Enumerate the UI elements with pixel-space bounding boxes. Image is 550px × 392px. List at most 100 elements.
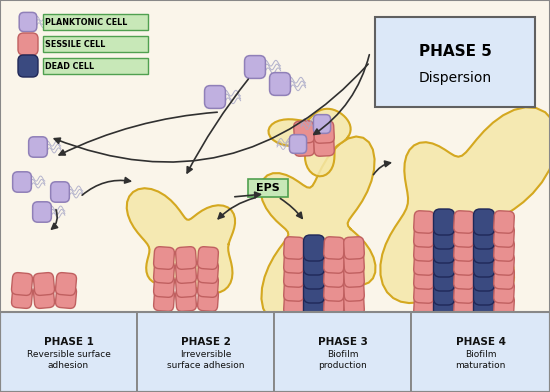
FancyBboxPatch shape xyxy=(205,85,225,109)
FancyBboxPatch shape xyxy=(197,261,218,283)
FancyBboxPatch shape xyxy=(414,281,435,303)
FancyBboxPatch shape xyxy=(284,265,304,287)
FancyBboxPatch shape xyxy=(414,225,435,247)
FancyBboxPatch shape xyxy=(494,281,514,303)
FancyBboxPatch shape xyxy=(324,265,344,287)
FancyBboxPatch shape xyxy=(29,137,47,157)
FancyBboxPatch shape xyxy=(414,253,435,275)
FancyBboxPatch shape xyxy=(0,312,137,392)
Text: PHASE 5: PHASE 5 xyxy=(419,44,492,59)
FancyBboxPatch shape xyxy=(344,237,364,259)
FancyBboxPatch shape xyxy=(197,247,218,269)
FancyBboxPatch shape xyxy=(324,279,344,301)
FancyBboxPatch shape xyxy=(433,209,454,235)
FancyBboxPatch shape xyxy=(153,275,174,297)
FancyBboxPatch shape xyxy=(433,237,454,263)
FancyBboxPatch shape xyxy=(414,267,435,289)
FancyBboxPatch shape xyxy=(284,279,304,301)
FancyBboxPatch shape xyxy=(304,263,324,289)
FancyBboxPatch shape xyxy=(494,225,514,247)
FancyBboxPatch shape xyxy=(175,275,196,297)
FancyBboxPatch shape xyxy=(153,261,174,283)
FancyBboxPatch shape xyxy=(19,13,37,32)
FancyBboxPatch shape xyxy=(274,312,411,392)
FancyBboxPatch shape xyxy=(304,249,324,275)
Text: Irreversible
surface adhesion: Irreversible surface adhesion xyxy=(167,350,244,370)
FancyBboxPatch shape xyxy=(284,251,304,273)
FancyBboxPatch shape xyxy=(18,55,38,77)
FancyBboxPatch shape xyxy=(175,261,196,283)
FancyBboxPatch shape xyxy=(294,121,314,143)
Polygon shape xyxy=(261,136,376,321)
FancyBboxPatch shape xyxy=(454,295,474,317)
FancyBboxPatch shape xyxy=(433,293,454,319)
Text: PHASE 4: PHASE 4 xyxy=(455,337,505,347)
FancyBboxPatch shape xyxy=(411,312,550,392)
FancyBboxPatch shape xyxy=(137,312,274,392)
FancyBboxPatch shape xyxy=(433,223,454,249)
Text: EPS: EPS xyxy=(256,183,280,193)
FancyBboxPatch shape xyxy=(474,251,494,277)
Text: Dispersion: Dispersion xyxy=(419,71,492,85)
FancyBboxPatch shape xyxy=(375,17,535,107)
FancyBboxPatch shape xyxy=(197,289,218,311)
FancyBboxPatch shape xyxy=(314,134,334,156)
FancyBboxPatch shape xyxy=(43,14,148,30)
Polygon shape xyxy=(268,109,350,176)
FancyBboxPatch shape xyxy=(324,293,344,315)
FancyBboxPatch shape xyxy=(34,272,54,296)
FancyBboxPatch shape xyxy=(304,291,324,317)
FancyBboxPatch shape xyxy=(454,253,474,275)
FancyBboxPatch shape xyxy=(294,134,314,156)
FancyBboxPatch shape xyxy=(13,172,31,192)
Text: Reversible surface
adhesion: Reversible surface adhesion xyxy=(26,350,111,370)
Text: SESSILE CELL: SESSILE CELL xyxy=(45,40,106,49)
FancyBboxPatch shape xyxy=(474,293,494,319)
FancyBboxPatch shape xyxy=(18,33,38,55)
FancyBboxPatch shape xyxy=(324,251,344,273)
FancyBboxPatch shape xyxy=(56,286,76,309)
FancyBboxPatch shape xyxy=(289,134,306,153)
FancyBboxPatch shape xyxy=(43,36,148,52)
FancyBboxPatch shape xyxy=(344,293,364,315)
FancyBboxPatch shape xyxy=(270,73,290,95)
FancyBboxPatch shape xyxy=(474,265,494,291)
Polygon shape xyxy=(126,188,235,293)
FancyBboxPatch shape xyxy=(414,211,435,233)
FancyBboxPatch shape xyxy=(245,56,266,78)
Text: DEAD CELL: DEAD CELL xyxy=(45,62,94,71)
FancyBboxPatch shape xyxy=(197,275,218,297)
FancyBboxPatch shape xyxy=(474,237,494,263)
FancyBboxPatch shape xyxy=(314,121,334,143)
Text: PLANKTONIC CELL: PLANKTONIC CELL xyxy=(45,18,128,27)
FancyBboxPatch shape xyxy=(414,295,435,317)
FancyBboxPatch shape xyxy=(344,265,364,287)
FancyBboxPatch shape xyxy=(324,237,344,259)
FancyBboxPatch shape xyxy=(153,247,174,269)
FancyBboxPatch shape xyxy=(494,253,514,275)
FancyBboxPatch shape xyxy=(414,239,435,261)
FancyBboxPatch shape xyxy=(474,279,494,305)
FancyBboxPatch shape xyxy=(474,223,494,249)
FancyBboxPatch shape xyxy=(51,182,69,202)
FancyBboxPatch shape xyxy=(494,267,514,289)
Text: PHASE 2: PHASE 2 xyxy=(180,337,230,347)
FancyBboxPatch shape xyxy=(433,279,454,305)
FancyBboxPatch shape xyxy=(474,209,494,235)
FancyBboxPatch shape xyxy=(494,295,514,317)
FancyBboxPatch shape xyxy=(12,272,32,296)
FancyBboxPatch shape xyxy=(494,239,514,261)
FancyBboxPatch shape xyxy=(454,281,474,303)
FancyBboxPatch shape xyxy=(56,272,76,296)
Polygon shape xyxy=(381,107,550,303)
FancyBboxPatch shape xyxy=(34,286,54,309)
Text: PHASE 3: PHASE 3 xyxy=(317,337,367,347)
FancyBboxPatch shape xyxy=(314,114,331,133)
FancyBboxPatch shape xyxy=(153,289,174,311)
FancyBboxPatch shape xyxy=(32,202,51,222)
FancyBboxPatch shape xyxy=(175,289,196,311)
FancyBboxPatch shape xyxy=(248,179,288,197)
FancyBboxPatch shape xyxy=(494,211,514,233)
FancyBboxPatch shape xyxy=(175,247,196,269)
FancyBboxPatch shape xyxy=(433,265,454,291)
